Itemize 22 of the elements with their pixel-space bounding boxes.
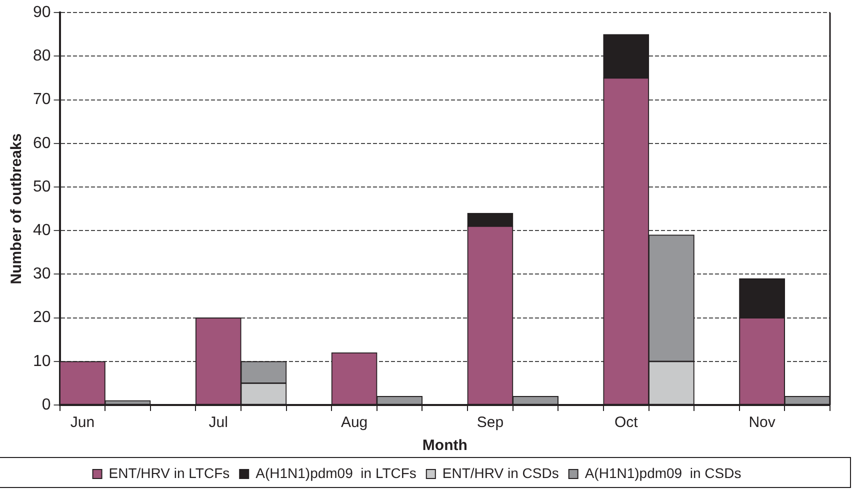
y-axis-title: Number of outbreaks	[8, 133, 26, 284]
y-tick-label: 70	[33, 91, 51, 108]
x-tick-label: Jul	[208, 414, 228, 432]
y-tick-label: 10	[33, 352, 51, 370]
legend-label: ENT/HRV in LTCFs	[108, 464, 230, 481]
legend-label: A(H1N1)pdm09 in CSDs	[584, 464, 742, 481]
x-tick-label: Nov	[748, 414, 776, 432]
y-tick-label: 50	[33, 178, 51, 196]
y-tick-label: 40	[33, 222, 51, 240]
legend-label: ENT/HRV in CSDs	[442, 464, 559, 481]
y-tick-label: 30	[33, 266, 51, 283]
y-tick-label: 20	[33, 309, 51, 326]
x-tick-label: Sep	[476, 414, 504, 432]
x-tick-label: Jun	[70, 414, 95, 432]
x-axis-title: Month	[422, 437, 468, 454]
y-tick-label: 90	[33, 4, 51, 22]
x-tick-label: Aug	[340, 414, 368, 432]
x-tick-label: Oct	[614, 414, 639, 432]
legend-label: A(H1N1)pdm09 in LTCFs	[256, 464, 416, 481]
y-tick-label: 0	[42, 396, 51, 414]
y-tick-label: 80	[33, 48, 51, 65]
y-tick-label: 60	[33, 134, 51, 152]
